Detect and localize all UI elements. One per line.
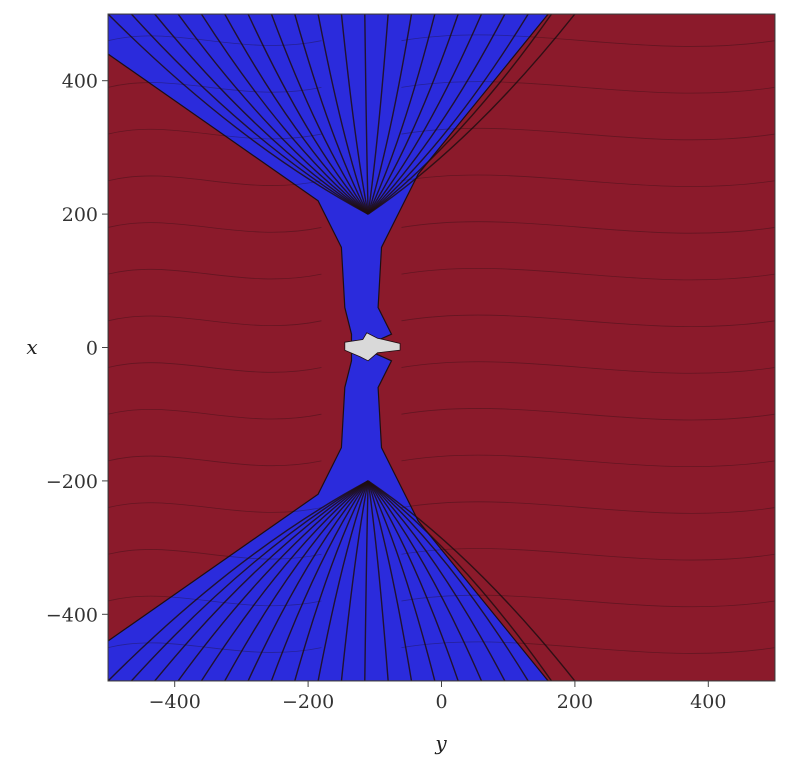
contour-line-upper-19 — [367, 14, 553, 215]
contour-line-right-1 — [401, 594, 775, 608]
contour-line-lower-10 — [340, 480, 369, 681]
contour-line-left-0 — [108, 642, 322, 653]
x-axis-ticks: −400 −200 0 200 400 — [149, 681, 726, 713]
x-axis-label: y — [434, 731, 447, 755]
contour-line-right-2 — [401, 548, 775, 561]
contour-line-upper-20 — [367, 14, 576, 215]
contour-line-lower-19 — [367, 480, 553, 681]
y-axis-ticks: 400 200 0 −200 −400 — [46, 71, 108, 626]
contour-line-right-0 — [401, 641, 775, 654]
region-region-b-1 — [108, 14, 549, 681]
y-tick-label-2: 0 — [86, 338, 98, 360]
x-tick-label-0: −400 — [149, 691, 201, 713]
contour-line-left-2 — [108, 549, 322, 560]
contour-line-upper-4 — [200, 14, 369, 215]
x-tick-label-3: 200 — [557, 691, 593, 713]
contour-line-upper-12 — [367, 14, 389, 215]
region-region-a-0 — [108, 14, 775, 681]
contour-line-lower-8 — [294, 480, 369, 681]
contour-line-left-12 — [108, 82, 322, 93]
contour-line-lower-18 — [367, 480, 529, 681]
x-tick-label-4: 400 — [690, 691, 726, 713]
contour-line-lower-20 — [367, 480, 576, 681]
y-axis-label: x — [26, 335, 37, 359]
contour-line-upper-0 — [108, 14, 369, 215]
contour-line-left-13 — [108, 35, 322, 46]
y-tick-label-0: 400 — [62, 71, 98, 93]
contour-line-right-13 — [401, 34, 775, 47]
contour-line-upper-7 — [270, 14, 369, 215]
contour-line-lower-15 — [367, 480, 459, 681]
contour-line-upper-8 — [294, 14, 369, 215]
contour-line-upper-17 — [367, 14, 506, 215]
contour-line-upper-18 — [367, 14, 529, 215]
contour-line-upper-1 — [130, 14, 369, 215]
y-tick-label-1: 200 — [62, 204, 98, 226]
contour-line-upper-14 — [367, 14, 436, 215]
contour-line-right-4 — [401, 454, 775, 468]
region-core-2 — [344, 332, 401, 362]
contour-line-upper-9 — [317, 14, 369, 215]
contour-line-upper-16 — [367, 14, 483, 215]
contour-line-lower-4 — [200, 480, 369, 681]
contour-line-right-7 — [401, 314, 775, 327]
y-tick-label-3: −200 — [46, 471, 98, 493]
contour-line-right-6 — [401, 361, 775, 374]
y-tick-label-4: −400 — [46, 604, 98, 626]
contour-line-upper-2 — [154, 14, 369, 215]
x-tick-label-2: 0 — [435, 691, 447, 713]
plot-area — [108, 14, 775, 681]
contour-line-lower-14 — [367, 480, 436, 681]
contour-line-left-1 — [108, 595, 322, 607]
contour-line-upper-3 — [177, 14, 369, 215]
contour-line-right-11 — [401, 127, 775, 141]
contour-line-lower-7 — [270, 480, 369, 681]
contour-line-lower-3 — [177, 480, 369, 681]
contour-line-lower-6 — [247, 480, 369, 681]
contour-line-upper-13 — [367, 14, 413, 215]
contour-line-left-3 — [108, 502, 322, 513]
contour-line-left-6 — [108, 362, 322, 373]
contour-line-upper-6 — [247, 14, 369, 215]
contour-line-left-10 — [108, 175, 322, 186]
contour-line-left-5 — [108, 409, 322, 420]
contour-line-right-12 — [401, 81, 775, 94]
contour-line-upper-10 — [340, 14, 369, 215]
contour-line-lower-13 — [367, 480, 413, 681]
contour-line-left-7 — [108, 315, 322, 326]
contour-line-right-3 — [401, 501, 775, 514]
contour-line-lower-2 — [154, 480, 369, 681]
contour-line-upper-15 — [367, 14, 459, 215]
contour-line-lower-9 — [317, 480, 369, 681]
contour-line-lower-12 — [367, 480, 389, 681]
contour-line-right-9 — [401, 221, 775, 234]
contour-line-lower-16 — [367, 480, 483, 681]
contour-line-lower-0 — [108, 480, 369, 681]
contour-line-right-5 — [401, 408, 775, 421]
contour-line-left-4 — [108, 455, 322, 467]
contour-line-left-9 — [108, 222, 322, 233]
contour-line-left-11 — [108, 128, 322, 140]
x-tick-label-1: −200 — [282, 691, 334, 713]
contour-line-upper-11 — [364, 14, 369, 215]
contour-line-lower-5 — [224, 480, 369, 681]
contour-line-lower-1 — [130, 480, 369, 681]
contour-line-lower-11 — [364, 480, 369, 681]
contour-line-upper-5 — [224, 14, 369, 215]
contour-line-right-8 — [401, 267, 775, 281]
contour-line-lower-17 — [367, 480, 506, 681]
contour-line-right-10 — [401, 174, 775, 187]
contour-line-left-8 — [108, 268, 322, 280]
